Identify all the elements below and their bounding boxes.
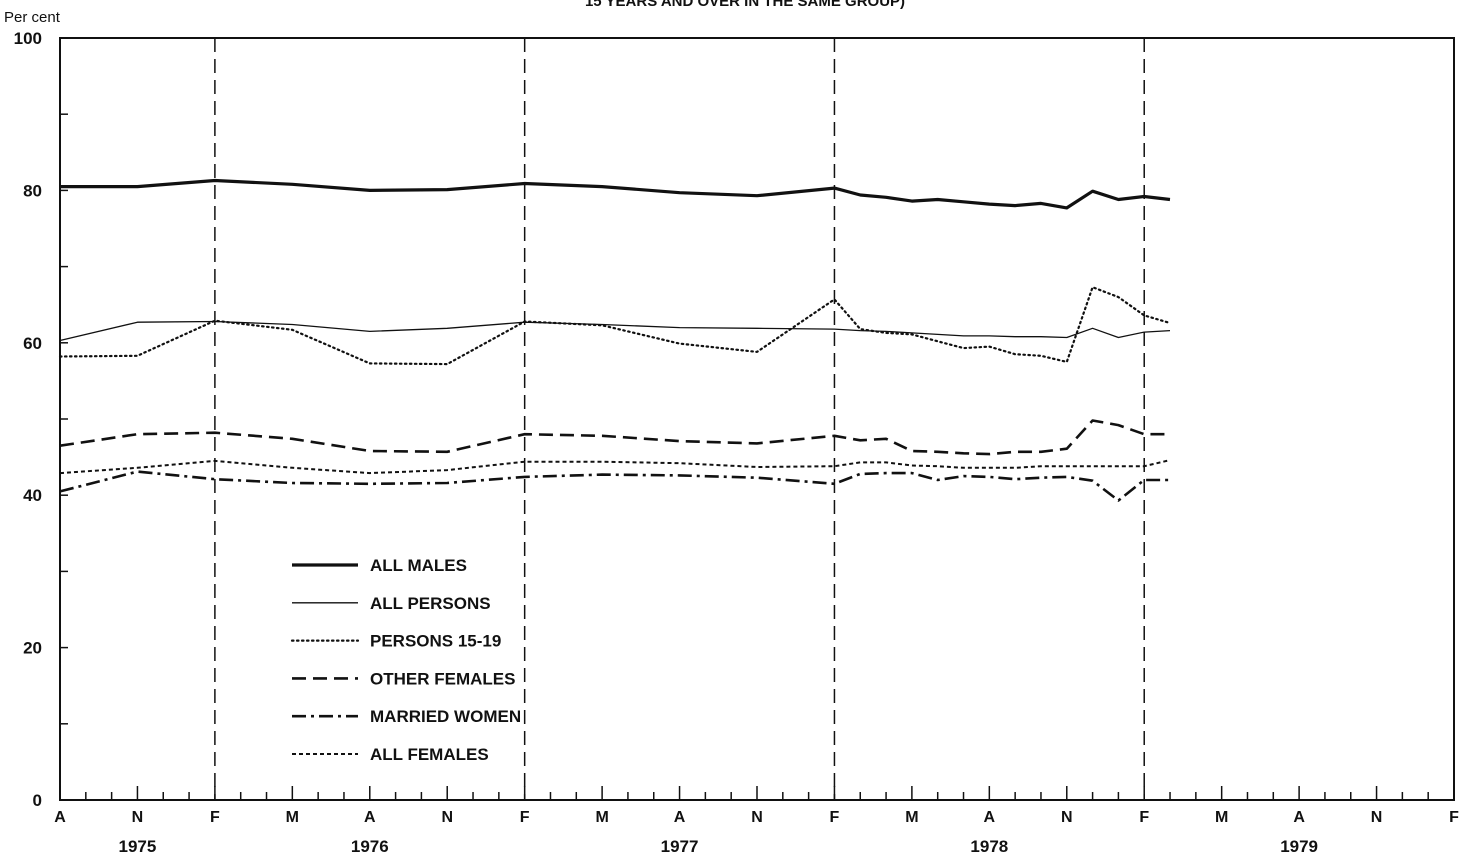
y-tick-label-100: 100 [14, 29, 42, 48]
series-line-all-males [60, 178, 1171, 210]
x-tick-label-10: F [830, 809, 840, 826]
x-tick-label-13: N [1061, 809, 1073, 826]
legend-label-married-women: MARRIED WOMEN [370, 707, 521, 726]
legend: ALL MALES ALL PERSONS PERSONS 15-19 OTHER F… [290, 556, 521, 764]
year-dividers [214, 38, 1145, 800]
x-tick-label-3: M [286, 809, 299, 826]
x-tick-label-4: A [364, 809, 376, 826]
x-tick-label-15: M [1215, 809, 1228, 826]
x-tick-label-12: A [984, 809, 996, 826]
x-tick-label-5: N [441, 809, 453, 826]
x-tick-label-1: N [132, 809, 144, 826]
x-tick-label-2: F [210, 809, 220, 826]
y-axis-label: Per cent [4, 9, 61, 26]
y-tick-label-40: 40 [23, 486, 42, 505]
year-label-1975: 1975 [119, 837, 157, 856]
year-label-1978: 1978 [970, 837, 1008, 856]
x-tick-label-9: N [751, 809, 763, 826]
series-line-all-persons [59, 320, 1171, 342]
x-tick-label-0: A [54, 809, 66, 826]
x-tick-label-16: A [1293, 809, 1305, 826]
year-label-1977: 1977 [661, 837, 699, 856]
y-tick-label-60: 60 [23, 334, 42, 353]
x-tick-label-8: A [674, 809, 686, 826]
y-tick-label-20: 20 [23, 639, 42, 658]
legend-label-all-females: ALL FEMALES [370, 745, 489, 764]
year-label-1979: 1979 [1280, 837, 1318, 856]
y-axis: 0 20 40 60 80 100 [14, 29, 68, 810]
legend-label-other-females: OTHER FEMALES [370, 669, 515, 688]
x-axis: A N F M A N F M A N F M A N F M A N F 1975 1976 1977 1978 1979 [54, 786, 1459, 856]
series-line-other-females [59, 419, 1170, 456]
x-tick-label-6: F [520, 809, 530, 826]
x-tick-label-14: F [1139, 809, 1149, 826]
legend-label-persons-15-19: PERSONS 15-19 [370, 632, 501, 651]
legend-label-all-males: ALL MALES [370, 556, 467, 575]
series-line-married-women [59, 470, 1170, 502]
series-line-all-females [59, 459, 1171, 475]
x-tick-label-18: F [1449, 809, 1459, 826]
y-tick-label-0: 0 [33, 791, 42, 810]
plot-frame [59, 37, 1455, 801]
x-tick-label-7: M [595, 809, 608, 826]
y-tick-label-80: 80 [23, 181, 42, 200]
series-lines [58, 178, 1172, 502]
x-tick-label-11: M [905, 809, 918, 826]
legend-label-all-persons: ALL PERSONS [370, 594, 491, 613]
year-label-1976: 1976 [351, 837, 389, 856]
series-line-persons-15-19 [58, 286, 1172, 366]
x-tick-label-17: N [1371, 809, 1383, 826]
chart-title-fragment: 15 YEARS AND OVER IN THE SAME GROUP) [585, 0, 905, 10]
